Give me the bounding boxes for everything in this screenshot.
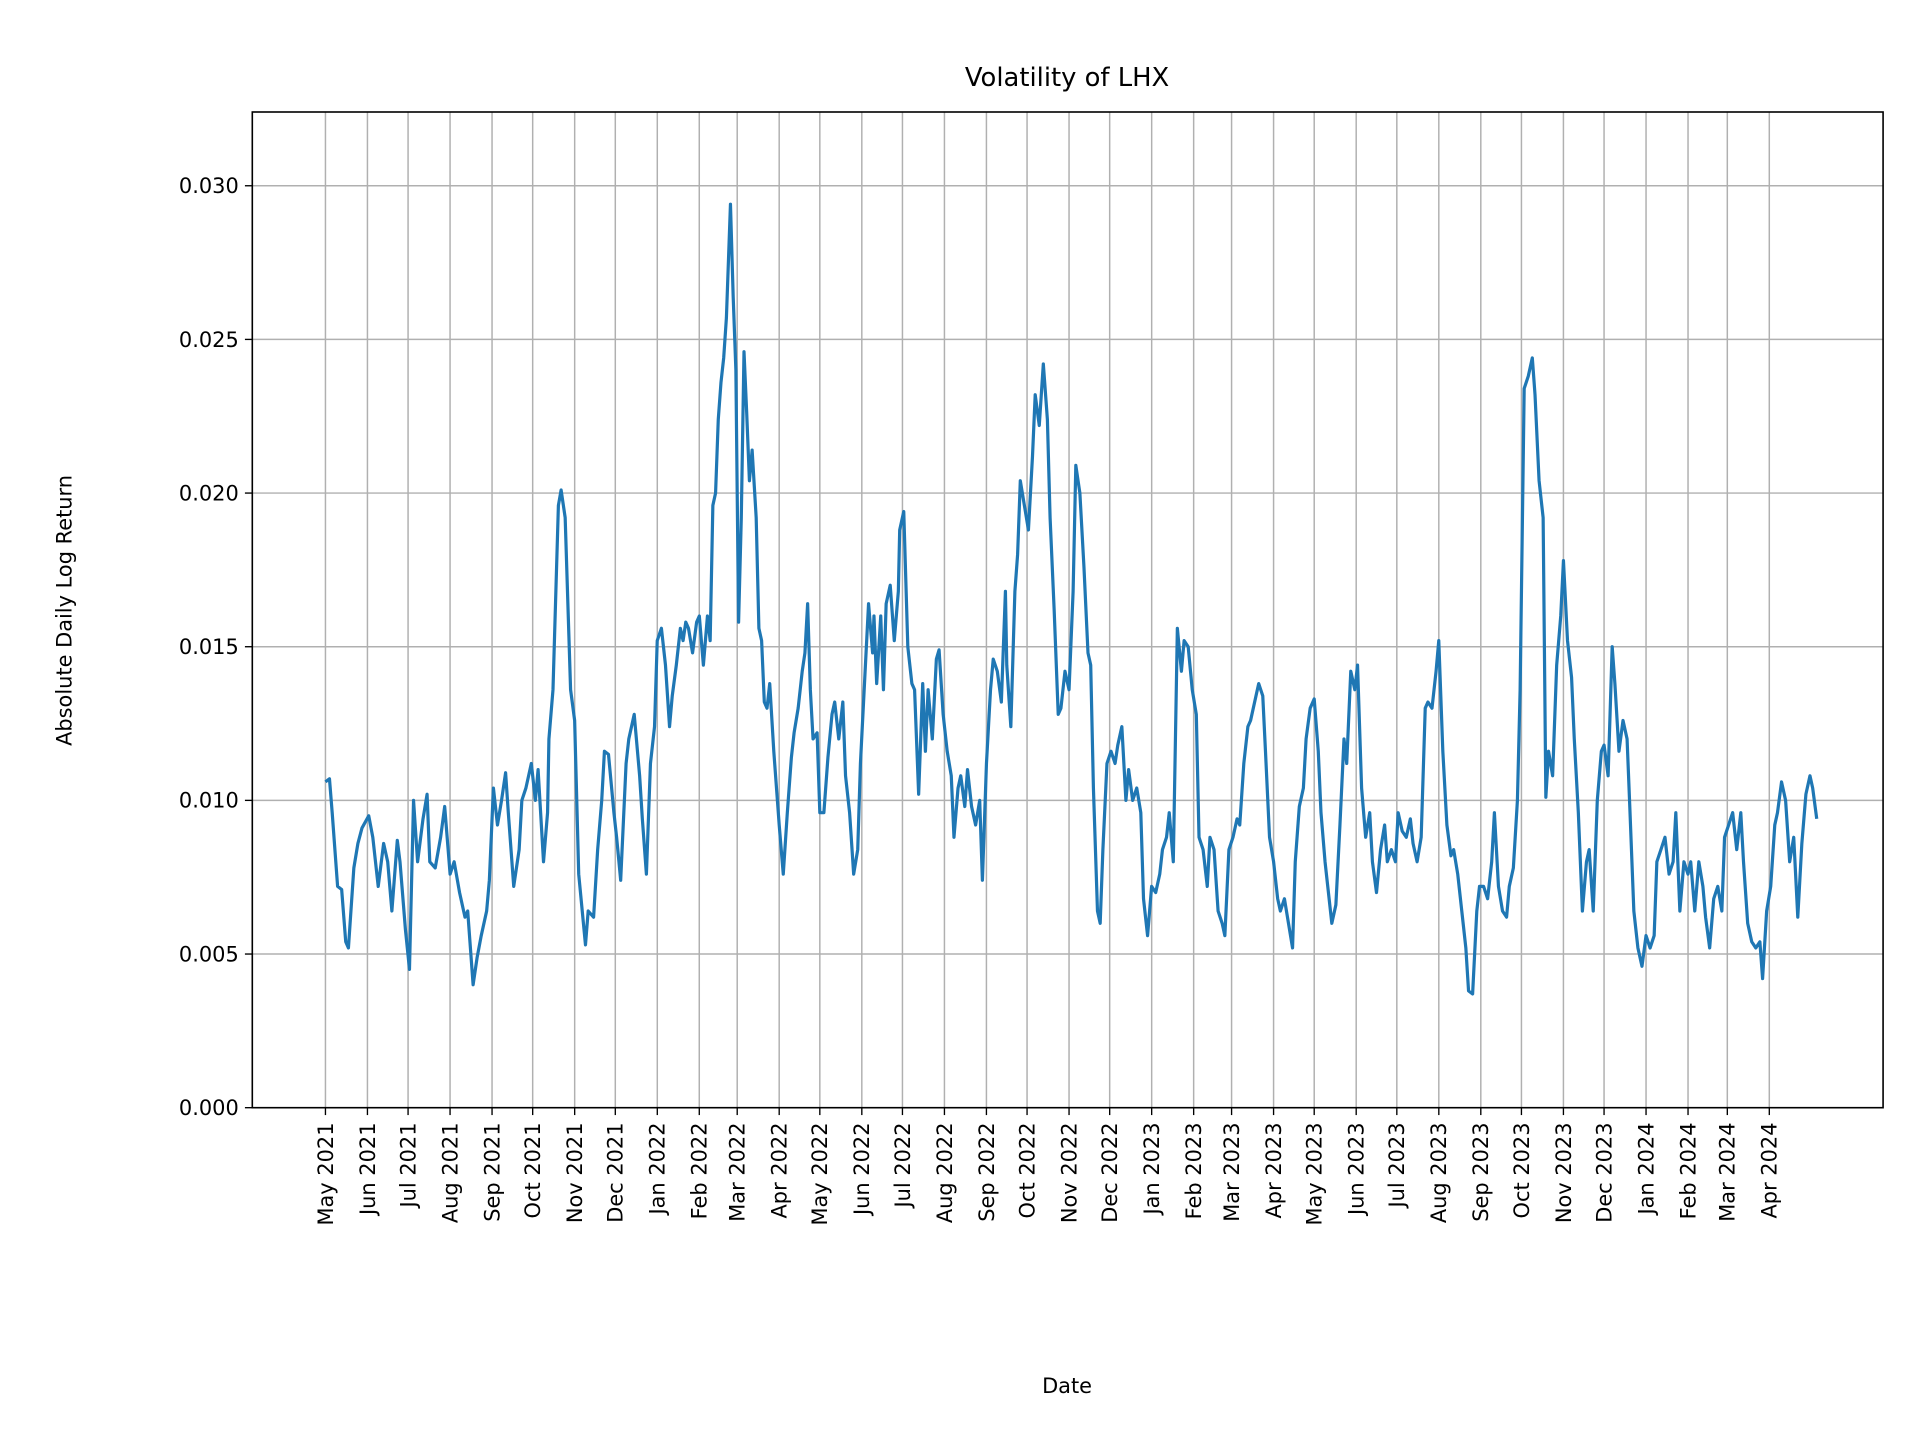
y-tick-label: 0.015 [179,635,239,659]
x-tick-label: Jul 2023 [1385,1122,1409,1209]
x-tick-label: Jun 2023 [1345,1122,1369,1217]
x-tick-label: Jun 2021 [356,1122,380,1217]
y-axis: 0.000 0.005 0.010 0.015 0.020 0.025 0.030 [179,174,253,1120]
x-tick-label: Feb 2024 [1676,1122,1700,1219]
x-tick-label: Dec 2023 [1592,1122,1616,1222]
x-tick-label: Apr 2023 [1262,1122,1286,1218]
x-tick-label: May 2023 [1303,1122,1327,1225]
x-tick-label: Oct 2021 [521,1122,545,1218]
series-layer [324,202,1819,996]
x-tick-label: Mar 2023 [1220,1122,1244,1221]
y-tick-label: 0.000 [179,1096,239,1120]
x-tick-label: Feb 2022 [688,1122,712,1219]
x-tick-label: Feb 2023 [1182,1122,1206,1219]
y-axis-label: Absolute Daily Log Return [52,475,76,746]
chart-title: Volatility of LHX [965,63,1169,93]
x-tick-label: Jan 2022 [646,1122,670,1216]
volatility-line [324,202,1819,996]
x-tick-label: Oct 2022 [1015,1122,1039,1218]
y-tick-label: 0.005 [179,942,239,966]
x-tick-label: Aug 2021 [438,1122,462,1223]
x-tick-label: Aug 2023 [1427,1122,1451,1223]
x-tick-label: Sep 2021 [480,1122,504,1221]
y-tick-label: 0.020 [179,481,239,505]
y-tick-label: 0.010 [179,789,239,813]
grid-lines [252,112,1884,1109]
x-tick-label: Jul 2022 [891,1122,915,1209]
x-tick-label: Jan 2023 [1140,1122,1164,1216]
x-tick-label: May 2021 [314,1122,338,1225]
x-tick-label: Mar 2022 [726,1122,750,1221]
x-tick-label: Nov 2021 [563,1122,587,1223]
x-tick-label: Nov 2023 [1552,1122,1576,1223]
x-tick-label: Sep 2022 [975,1122,999,1221]
x-axis-label: Date [1042,1374,1092,1398]
plot-frame [251,111,1884,1109]
x-tick-label: Jan 2024 [1634,1122,1658,1216]
x-tick-label: Jul 2021 [396,1122,420,1209]
x-tick-label: Dec 2022 [1098,1122,1122,1222]
x-tick-label: Dec 2021 [604,1122,628,1222]
x-tick-label: May 2022 [808,1122,832,1225]
x-tick-label: Apr 2022 [768,1122,792,1218]
x-tick-label: Sep 2023 [1469,1122,1493,1221]
x-tick-label: Oct 2023 [1510,1122,1534,1218]
x-axis: May 2021 Jun 2021 Jul 2021 Aug 2021 Sep 2021… [314,1107,1782,1226]
x-tick-label: Mar 2024 [1716,1122,1740,1221]
x-tick-label: Nov 2022 [1057,1122,1081,1223]
x-tick-label: Jun 2022 [850,1122,874,1217]
x-tick-label: Aug 2022 [933,1122,957,1223]
y-tick-label: 0.030 [179,174,239,198]
y-tick-label: 0.025 [179,328,239,352]
x-tick-label: Apr 2024 [1758,1122,1782,1218]
